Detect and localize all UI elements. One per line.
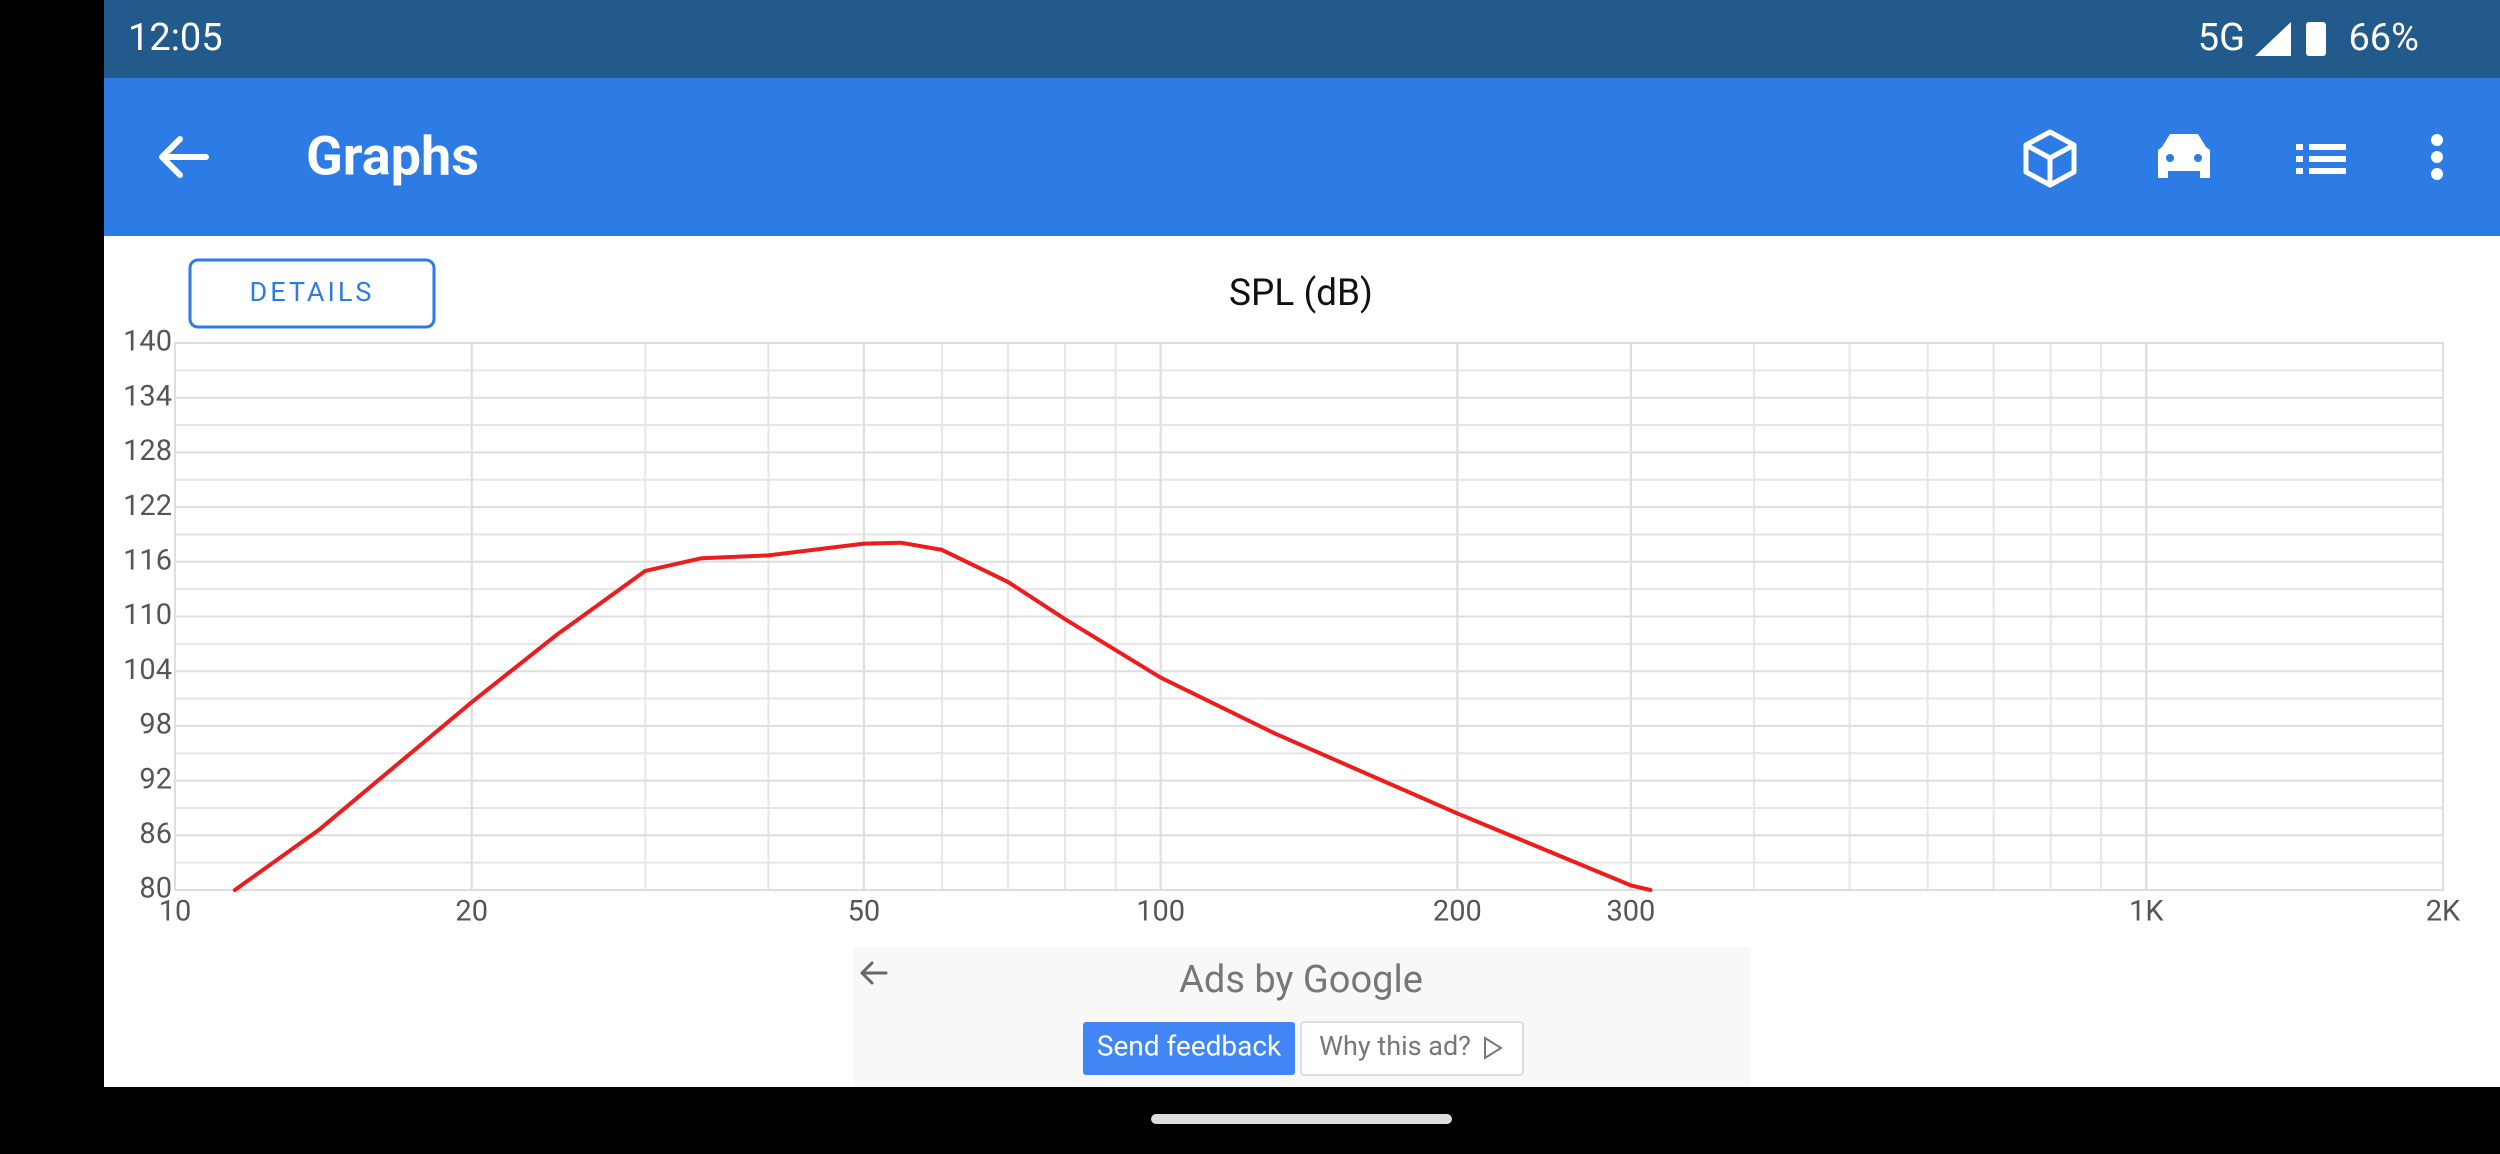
y-tick-label: 86 — [139, 817, 172, 851]
y-tick-label: 128 — [123, 434, 172, 468]
plot-border — [174, 342, 2444, 891]
status-battery: 66% — [2348, 16, 2419, 60]
why-ad-label: Why this ad? — [1319, 1030, 1471, 1062]
y-tick-label: 110 — [123, 598, 172, 632]
y-tick-label: 98 — [139, 708, 172, 742]
status-time: 12:05 — [128, 16, 223, 60]
send-feedback-label: Send feedback — [1097, 1029, 1282, 1062]
y-tick-label: 116 — [123, 543, 172, 577]
status-bar — [104, 0, 2500, 78]
x-tick-label: 1K — [2129, 895, 2164, 929]
y-tick-label: 140 — [123, 325, 172, 359]
y-tick-label: 122 — [123, 489, 172, 523]
home-indicator[interactable] — [1151, 1114, 1452, 1124]
list-button[interactable] — [2296, 144, 2346, 174]
y-tick-label: 104 — [123, 653, 172, 687]
x-tick-label: 100 — [1136, 895, 1185, 929]
cube-button[interactable] — [2023, 129, 2077, 188]
y-tick-label: 92 — [139, 762, 172, 796]
battery-icon — [2306, 22, 2326, 56]
details-label: DETAILS — [250, 276, 375, 308]
more-button[interactable] — [2431, 134, 2443, 180]
send-feedback-button[interactable] — [1083, 1022, 1295, 1075]
details-button[interactable] — [188, 258, 436, 329]
y-tick-label: 134 — [123, 379, 172, 413]
app-bar — [104, 78, 2500, 236]
x-tick-label: 50 — [848, 895, 881, 929]
status-network: 5G — [2198, 16, 2245, 60]
car-button[interactable] — [2158, 134, 2210, 178]
ad-label: Ads by Google — [1179, 958, 1423, 1002]
app-title: Graphs — [306, 125, 479, 188]
x-tick-label: 20 — [455, 895, 488, 929]
chart-title: SPL (dB) — [1229, 272, 1373, 315]
plot: 80 86 92 98 104 110 116 122 128 134 140 10 20 50 100 20… — [123, 325, 2461, 929]
signal-icon — [2255, 22, 2291, 56]
back-button[interactable] — [159, 136, 209, 178]
why-ad-icon — [1484, 1036, 1503, 1060]
data-line — [232, 540, 1653, 892]
x-tick-label: 200 — [1433, 895, 1482, 929]
x-tick-label: 300 — [1606, 895, 1655, 929]
why-ad-button[interactable] — [1300, 1021, 1524, 1076]
ad-back-button[interactable] — [860, 961, 888, 985]
y-tick-label: 80 — [139, 872, 172, 906]
x-tick-label: 10 — [159, 895, 192, 929]
x-tick-label: 2K — [2426, 895, 2461, 929]
